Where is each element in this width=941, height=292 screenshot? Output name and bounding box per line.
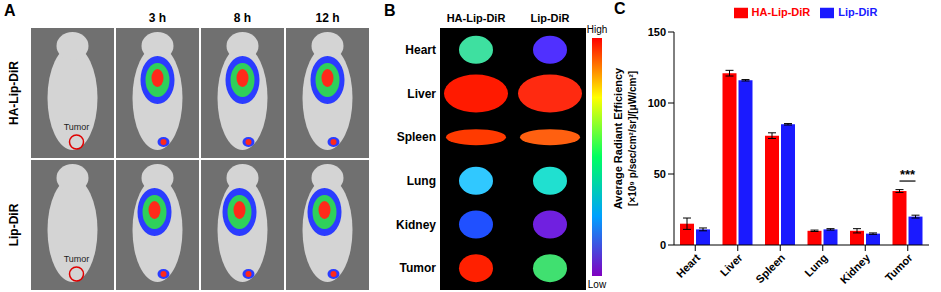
svg-text:Kidney: Kidney: [838, 251, 873, 286]
svg-text:0: 0: [660, 239, 666, 251]
svg-text:Lung: Lung: [407, 174, 436, 188]
svg-text:Lung: Lung: [802, 251, 829, 278]
svg-text:A: A: [4, 2, 16, 19]
svg-text:Heart: Heart: [674, 251, 703, 280]
svg-text:Average Radiant Efficiency[×10: Average Radiant Efficiency[×10⁹ p/sec/cm…: [612, 67, 638, 209]
svg-text:Spleen: Spleen: [397, 130, 436, 144]
svg-text:150: 150: [648, 26, 666, 38]
svg-text:***: ***: [900, 167, 916, 182]
svg-text:Lip-DiR: Lip-DiR: [530, 12, 569, 24]
svg-text:8 h: 8 h: [234, 11, 251, 25]
svg-text:50: 50: [654, 168, 666, 180]
svg-text:Tumor: Tumor: [883, 251, 916, 284]
svg-text:3 h: 3 h: [149, 11, 166, 25]
svg-text:Tumor: Tumor: [64, 122, 90, 132]
html-text:HA-Lip-DiR: HA-Lip-DiR: [751, 6, 811, 18]
svg-text:Liver: Liver: [407, 87, 436, 101]
svg-text:Tumor: Tumor: [64, 254, 90, 264]
svg-text:Heart: Heart: [405, 43, 436, 57]
svg-text:High: High: [587, 24, 608, 35]
svg-text:12 h: 12 h: [315, 11, 339, 25]
svg-text:Low: Low: [588, 279, 607, 290]
svg-text:Tumor: Tumor: [400, 261, 437, 275]
svg-text:HA-Lip-DiR: HA-Lip-DiR: [7, 61, 21, 125]
svg-text:Kidney: Kidney: [396, 218, 436, 232]
svg-text:Spleen: Spleen: [753, 251, 787, 285]
html-text:C: C: [614, 0, 626, 17]
svg-text:HA-Lip-DiR: HA-Lip-DiR: [447, 12, 506, 24]
svg-text:100: 100: [648, 97, 666, 109]
svg-text:B: B: [384, 2, 396, 19]
html-text:Lip-DiR: Lip-DiR: [838, 6, 878, 18]
svg-text:Lip-DiR: Lip-DiR: [7, 203, 21, 246]
svg-text:Liver: Liver: [718, 251, 746, 279]
